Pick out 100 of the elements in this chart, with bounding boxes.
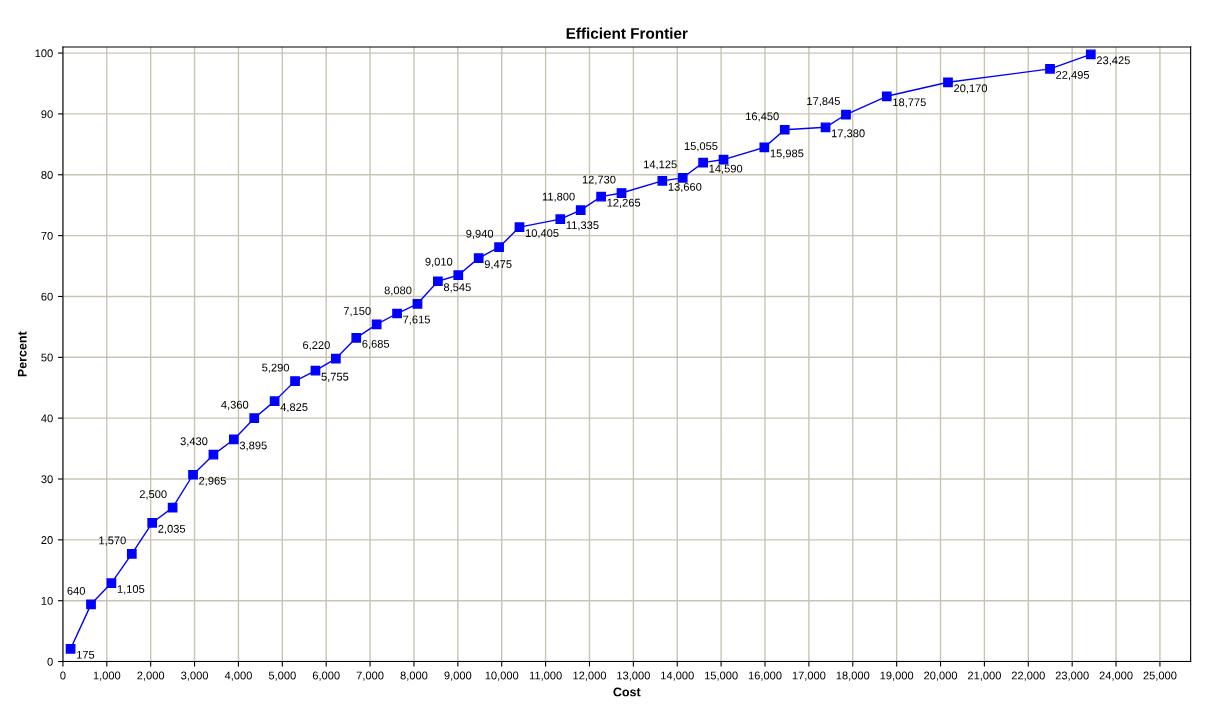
- point: [188, 469, 198, 480]
- annotation: 17,845: [807, 97, 840, 107]
- x-tick-label: 24,000: [1099, 671, 1133, 681]
- point: [433, 276, 443, 287]
- x-tick-label: 19,000: [880, 671, 914, 681]
- y-tick-label: 100: [35, 49, 53, 58]
- x-tick-label: 0: [60, 671, 66, 680]
- annotation: 3,895: [239, 441, 267, 451]
- x-tick-label: 7,000: [356, 671, 384, 681]
- y-tick-label: 60: [41, 292, 53, 301]
- x-tick-label: 17,000: [792, 671, 826, 681]
- annotation: 2,500: [139, 490, 167, 500]
- annotation: 9,940: [466, 229, 494, 239]
- x-tick-label: 15,000: [704, 671, 738, 681]
- y-axis-title: Percent: [17, 331, 27, 377]
- annotation: 4,825: [280, 403, 308, 413]
- x-tick-label: 9,000: [444, 671, 472, 681]
- y-tick-label: 50: [41, 353, 53, 362]
- x-tick-label: 25,000: [1143, 671, 1177, 681]
- point: [86, 599, 96, 610]
- annotation: 9,475: [484, 260, 512, 270]
- annotation: 175: [77, 650, 95, 659]
- y-tick-label: 30: [41, 475, 53, 484]
- annotation: 3,430: [180, 437, 208, 447]
- annotation: 14,590: [709, 164, 743, 174]
- point: [392, 308, 402, 319]
- point: [943, 77, 953, 88]
- point: [473, 253, 484, 263]
- point: [351, 332, 362, 343]
- annotation: 6,685: [362, 339, 390, 350]
- x-tick-label: 10,000: [485, 671, 519, 681]
- x-tick-label: 6,000: [312, 671, 340, 681]
- annotation: 7,615: [403, 315, 430, 325]
- x-tick-label: 8,000: [400, 671, 428, 681]
- annotation: 23,425: [1096, 56, 1130, 66]
- x-axis-title: Cost: [613, 687, 641, 697]
- point: [1085, 49, 1096, 60]
- point: [494, 242, 504, 253]
- y-tick-label: 40: [41, 414, 53, 423]
- annotation: 16,450: [746, 112, 779, 122]
- x-tick-label: 23,000: [1055, 671, 1089, 681]
- annotation: 8,545: [443, 283, 471, 293]
- point: [555, 214, 566, 225]
- point: [65, 643, 76, 654]
- x-tick-label: 18,000: [836, 671, 870, 681]
- annotation: 5,290: [262, 363, 290, 373]
- annotation: 9,010: [425, 257, 453, 267]
- annotation: 20,170: [954, 84, 988, 94]
- chart-title: Efficient Frontier: [566, 27, 688, 39]
- annotation: 2,965: [199, 476, 226, 486]
- x-tick-label: 11,000: [529, 671, 562, 681]
- annotation: 6,220: [303, 341, 330, 351]
- point: [269, 396, 280, 406]
- x-tick-label: 13,000: [617, 671, 650, 681]
- annotation: 13,660: [668, 182, 702, 193]
- annotation: 12,265: [607, 198, 641, 208]
- point: [126, 548, 137, 559]
- point: [759, 142, 770, 153]
- annotation: 14,125: [644, 160, 677, 170]
- point: [106, 578, 117, 588]
- point: [208, 449, 219, 460]
- point: [657, 175, 668, 186]
- annotation: 11,335: [566, 221, 599, 231]
- annotation: 8,080: [384, 286, 412, 296]
- y-tick-label: 0: [47, 657, 53, 666]
- annotation: 15,055: [684, 142, 718, 152]
- point: [147, 517, 158, 528]
- x-tick-label: 21,000: [967, 671, 1001, 681]
- y-tick-label: 70: [41, 231, 53, 240]
- point: [1045, 64, 1055, 74]
- point: [228, 434, 239, 445]
- annotation: 2,035: [158, 524, 186, 535]
- annotation: 17,380: [831, 129, 865, 139]
- point: [371, 319, 382, 330]
- point: [412, 298, 423, 309]
- point: [330, 353, 341, 364]
- annotation: 1,105: [117, 585, 145, 595]
- annotation: 5,755: [321, 372, 349, 382]
- annotation: 10,405: [525, 229, 559, 239]
- x-tick-label: 20,000: [924, 671, 958, 681]
- point: [310, 365, 321, 376]
- point: [820, 122, 831, 133]
- annotation: 22,495: [1056, 70, 1090, 81]
- point: [841, 109, 851, 120]
- point: [698, 157, 708, 168]
- point: [575, 205, 586, 215]
- y-tick-label: 10: [41, 596, 53, 605]
- annotation: 11,800: [542, 192, 575, 202]
- annotation: 18,775: [893, 98, 926, 108]
- point: [881, 91, 892, 102]
- y-tick-label: 80: [41, 171, 53, 179]
- point: [596, 191, 606, 202]
- point: [514, 222, 525, 232]
- x-tick-label: 4,000: [224, 671, 252, 681]
- point: [616, 188, 627, 198]
- y-tick-label: 90: [41, 110, 53, 119]
- x-tick-label: 3,000: [181, 671, 209, 681]
- x-tick-label: 2,000: [137, 671, 165, 681]
- annotation: 640: [67, 586, 86, 595]
- x-tick-label: 1,000: [93, 671, 121, 681]
